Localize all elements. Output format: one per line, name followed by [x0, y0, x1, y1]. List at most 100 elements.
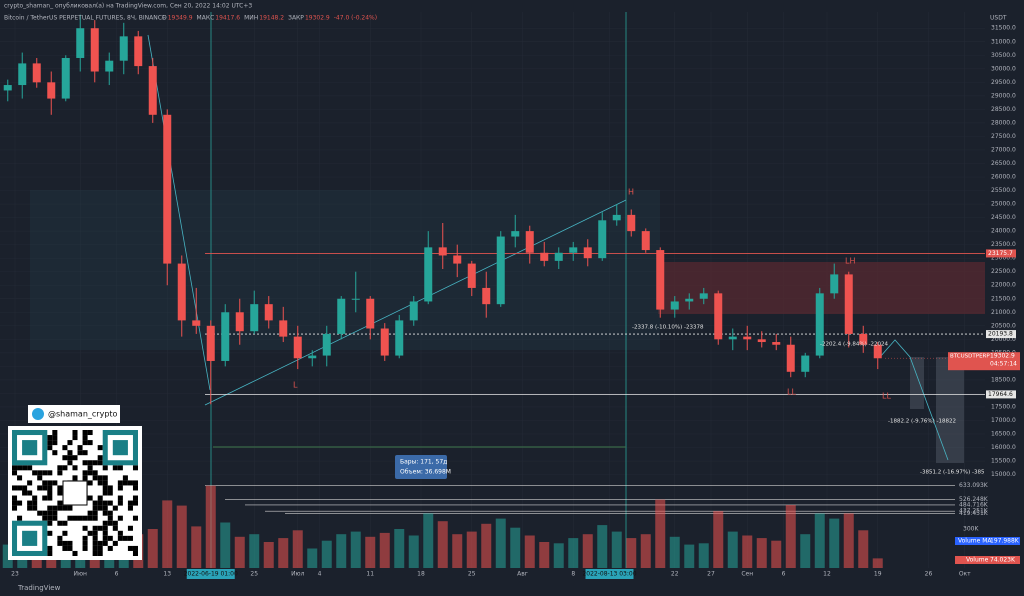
volume-bar: [742, 535, 753, 568]
qr-finder-core: [22, 530, 38, 546]
range-line: [213, 446, 626, 448]
annotation: H: [628, 188, 634, 197]
qr-module: [57, 500, 63, 506]
qr-module: [97, 525, 103, 531]
qr-module: [42, 470, 48, 476]
qr-module: [62, 455, 68, 461]
candle-body: [3, 85, 12, 91]
qr-module: [122, 535, 128, 541]
y-tick-label: 25500.0: [991, 187, 1016, 194]
qr-module: [92, 505, 98, 511]
qr-module: [92, 545, 98, 551]
x-tick-label: 23: [11, 571, 19, 578]
qr-module: [52, 510, 58, 516]
qr-module: [57, 505, 63, 511]
candle-body: [453, 255, 462, 264]
qr-module: [132, 480, 138, 486]
qr-module: [37, 485, 43, 491]
candle-body: [786, 344, 795, 372]
qr-module: [132, 500, 138, 506]
volume-level-label: 633.093K: [959, 482, 989, 489]
qr-module: [22, 485, 28, 491]
annotation: LH: [845, 257, 855, 266]
x-tick-label: Июл: [291, 571, 305, 578]
qr-module: [107, 520, 113, 526]
qr-module: [132, 485, 138, 491]
candle-body: [61, 57, 70, 99]
qr-module: [47, 435, 53, 441]
x-tick-highlight: [186, 569, 235, 579]
handle: @shaman_crypto: [48, 410, 118, 419]
qr-module: [87, 430, 93, 436]
candle-body: [511, 231, 520, 237]
ohlc-label: МИН: [244, 15, 258, 22]
qr-module: [67, 440, 73, 446]
qr-module: [37, 475, 43, 481]
candle-body: [830, 274, 839, 294]
qr-module: [97, 540, 103, 546]
price-tag-label: 17964.6: [988, 391, 1013, 398]
qr-module: [132, 515, 138, 521]
vol-tag: [955, 556, 1020, 564]
y-tick-label: 29500.0: [991, 79, 1016, 86]
qr-module: [57, 485, 63, 491]
qr-module: [82, 525, 88, 531]
qr-module: [17, 500, 23, 506]
qr-module: [107, 500, 113, 506]
candle-body: [148, 66, 157, 115]
x-tick-label: 19: [874, 571, 882, 578]
volume-bar: [466, 531, 477, 568]
volume-bar: [640, 534, 651, 568]
qr-module: [67, 515, 73, 521]
volume-bar: [191, 526, 202, 568]
volume-bar: [727, 531, 738, 568]
measure-box: [910, 357, 924, 409]
qr-module: [52, 505, 58, 511]
volume-bar: [234, 536, 245, 568]
x-tick-label: 25: [250, 571, 258, 578]
candle-body: [105, 60, 114, 72]
qr-module: [102, 540, 108, 546]
qr-module: [82, 470, 88, 476]
x-tick-label: Сен: [741, 571, 753, 578]
volume-bar: [698, 543, 709, 568]
qr-module: [12, 465, 18, 471]
ohlc-value: 19148.2: [259, 15, 284, 22]
volume-bar: [408, 535, 419, 568]
qr-module: [82, 450, 88, 456]
y-tick-label: 28000.0: [991, 119, 1016, 126]
qr-module: [27, 500, 33, 506]
trend-line: [147, 34, 211, 391]
candle-body: [598, 220, 607, 259]
candle-body: [206, 325, 215, 361]
qr-module: [97, 550, 103, 556]
qr-module: [117, 500, 123, 506]
x-tick-label: Авг: [517, 571, 528, 578]
qr-module: [107, 490, 113, 496]
qr-module: [97, 495, 103, 501]
qr-module: [42, 485, 48, 491]
y-tick-label: 22000.0: [991, 282, 1016, 289]
qr-finder: [102, 429, 138, 466]
qr-module: [117, 535, 123, 541]
candle-body: [641, 231, 650, 251]
annotation: LL: [787, 388, 796, 397]
measure-label: -3851.2 (-16.97%) -38512: [920, 470, 991, 476]
candle-body: [772, 342, 781, 345]
x-tick-label: 4: [318, 571, 322, 578]
qr-module: [57, 535, 63, 541]
qr-module: [97, 545, 103, 551]
candle-body: [32, 63, 41, 83]
qr-module: [92, 550, 98, 556]
candle-body: [134, 36, 143, 67]
volume-bar: [292, 530, 303, 568]
qr-module: [47, 440, 53, 446]
qr-module: [12, 500, 18, 506]
candle-body: [670, 301, 679, 310]
qr-module: [87, 510, 93, 516]
volume-bar: [568, 538, 579, 568]
volume-bar: [278, 538, 289, 568]
qr-module: [82, 515, 88, 521]
qr-module: [17, 485, 23, 491]
